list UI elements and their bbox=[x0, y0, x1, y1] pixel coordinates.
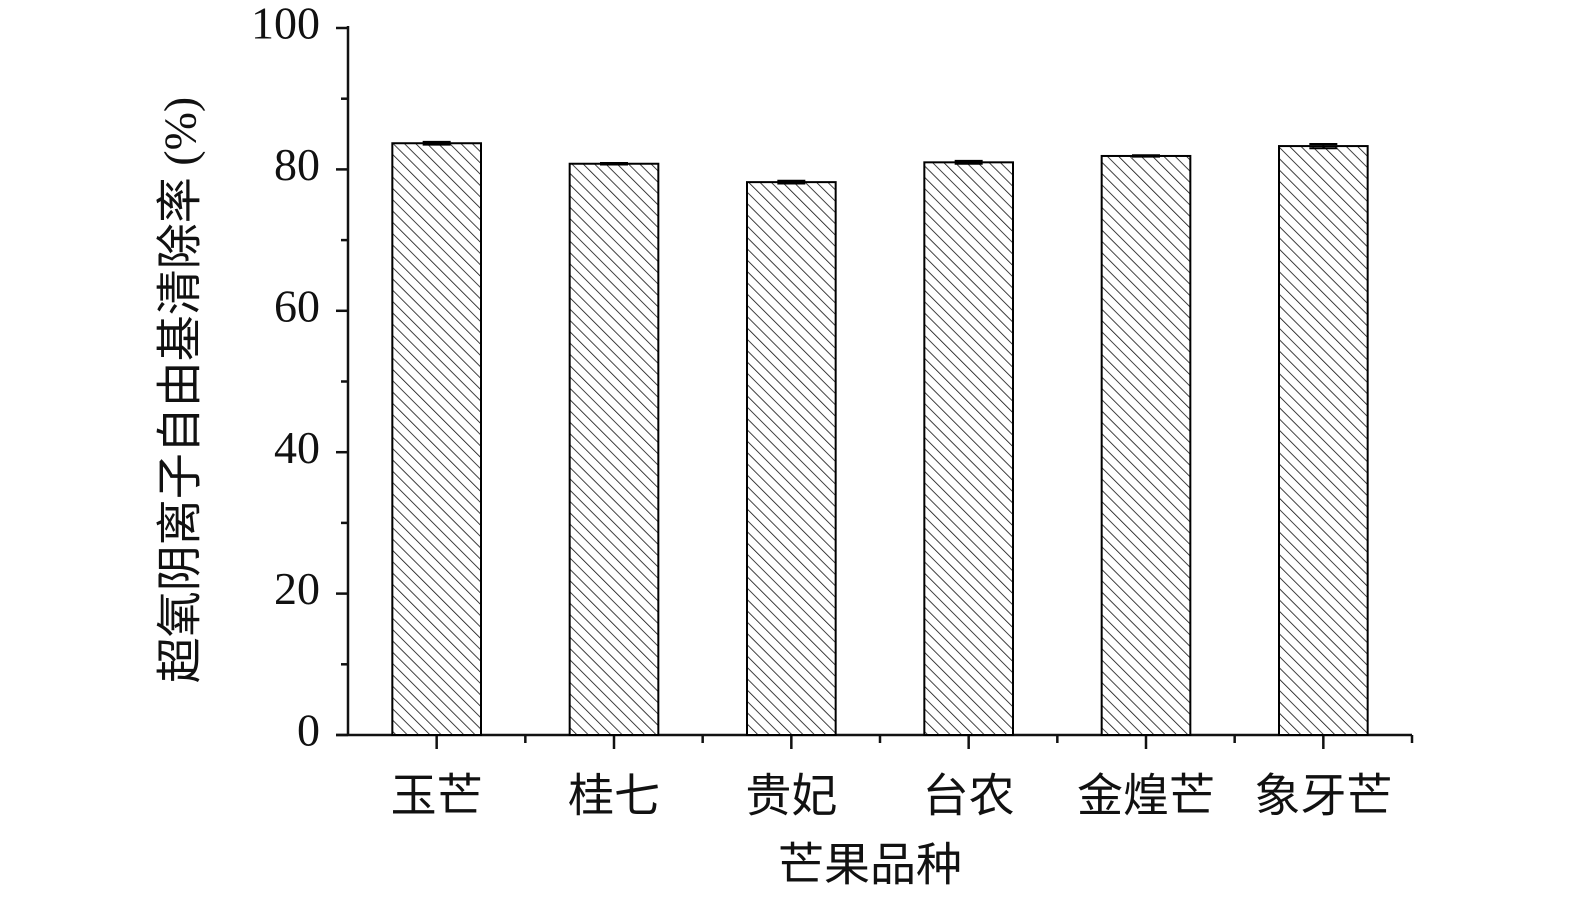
y-tick-label: 100 bbox=[251, 0, 320, 49]
x-tick-label: 台农 bbox=[923, 771, 1015, 822]
error-bar bbox=[1309, 142, 1338, 150]
error-bar bbox=[954, 159, 983, 165]
y-tick-label: 80 bbox=[274, 139, 320, 190]
bar bbox=[1100, 154, 1192, 737]
bar bbox=[568, 162, 660, 736]
error-bar bbox=[600, 162, 628, 166]
x-tick-label: 桂七 bbox=[568, 771, 660, 822]
bar bbox=[746, 181, 837, 737]
x-tick-label: 象牙芒 bbox=[1254, 771, 1392, 822]
bar bbox=[923, 161, 1014, 736]
y-tick-label: 60 bbox=[274, 280, 320, 331]
error-bar bbox=[422, 140, 451, 146]
y-axis-label: 超氧阴离子自由基清除率 (%) bbox=[155, 97, 206, 683]
y-tick-label: 20 bbox=[274, 563, 320, 614]
error-bar bbox=[1132, 154, 1160, 158]
x-tick-label: 玉芒 bbox=[391, 771, 483, 822]
x-tick-label: 金煌芒 bbox=[1077, 771, 1215, 822]
x-axis-label: 芒果品种 bbox=[778, 840, 962, 891]
x-tick-label: 贵妃 bbox=[745, 771, 837, 822]
bar bbox=[1278, 145, 1369, 737]
bar bbox=[391, 142, 483, 736]
y-tick-label: 0 bbox=[297, 705, 320, 756]
y-tick-label: 40 bbox=[274, 422, 320, 473]
error-bar bbox=[777, 179, 806, 185]
